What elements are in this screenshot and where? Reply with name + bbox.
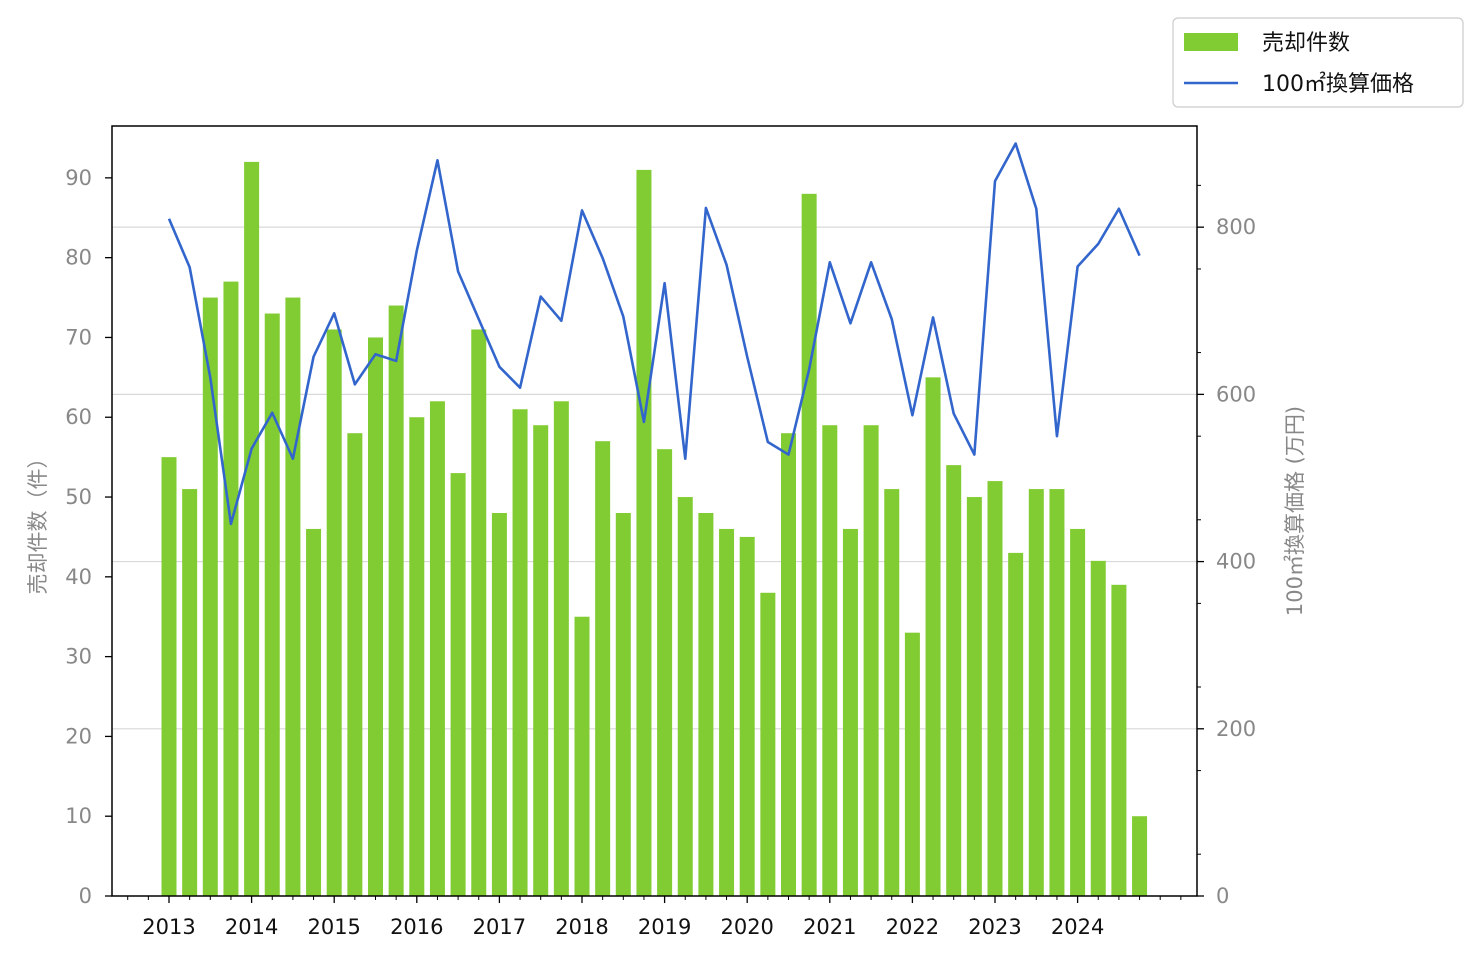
bar [347, 433, 363, 896]
bar [987, 481, 1003, 896]
bar [801, 193, 817, 896]
left-axis-title: 売却件数（件） [26, 448, 50, 595]
left-tick-label: 50 [65, 485, 92, 509]
bar [450, 473, 466, 896]
bar [595, 441, 611, 896]
bar [244, 161, 260, 896]
bar [925, 377, 941, 896]
legend-bar-swatch [1184, 33, 1238, 51]
bar [1132, 816, 1148, 896]
bar [677, 497, 693, 896]
bar [409, 417, 425, 896]
left-tick-label: 40 [65, 565, 92, 589]
axes: 0 10 20 30 40 50 60 70 80 90 0 200 400 600 800 2013 2014… [65, 166, 1256, 939]
bar [388, 305, 404, 896]
x-tick-label: 2017 [473, 915, 526, 939]
x-tick-label: 2023 [968, 915, 1021, 939]
right-tick-label: 400 [1216, 550, 1256, 574]
bar [223, 281, 239, 897]
bar [368, 337, 383, 896]
x-tick-label: 2024 [1051, 915, 1104, 939]
bar [636, 169, 652, 897]
line-series [167, 142, 1141, 526]
legend-line-label: 100㎡換算価格 [1262, 71, 1414, 97]
bar [285, 297, 301, 896]
x-tick-label: 2015 [307, 915, 360, 939]
bar [553, 401, 569, 896]
bar [822, 425, 838, 896]
right-tick-label: 0 [1216, 884, 1229, 908]
bar [182, 489, 198, 896]
left-tick-label: 60 [65, 405, 92, 429]
bar [161, 457, 177, 896]
left-tick-label: 10 [65, 804, 92, 828]
price-line [167, 142, 1141, 526]
bar [1090, 560, 1106, 896]
plot-frame [111, 125, 1198, 897]
left-tick-label: 70 [65, 325, 92, 349]
left-tick-label: 20 [65, 724, 92, 748]
bar [326, 329, 342, 896]
right-axis-title: 100㎡換算価格 (万円) [1283, 406, 1307, 616]
bar-series [161, 161, 1148, 897]
right-tick-label: 600 [1216, 382, 1256, 406]
bar [904, 632, 920, 896]
bar [202, 297, 218, 896]
bar [781, 433, 796, 896]
left-tick-label: 0 [79, 884, 92, 908]
bar [719, 528, 735, 896]
bar [264, 313, 280, 896]
bar [1111, 584, 1127, 896]
bar [1028, 489, 1044, 896]
bar [946, 465, 962, 896]
x-tick-label: 2018 [555, 915, 608, 939]
bar [306, 528, 322, 896]
x-tick-label: 2014 [225, 915, 278, 939]
bar [739, 536, 755, 896]
bar [512, 409, 528, 896]
bar [615, 512, 631, 896]
bar [1008, 552, 1024, 896]
right-tick-label: 800 [1216, 215, 1256, 239]
left-tick-label: 90 [65, 166, 92, 190]
x-tick-label: 2013 [142, 915, 195, 939]
bar [698, 512, 714, 896]
bar [884, 489, 900, 896]
bar [760, 592, 776, 896]
legend-bar-label: 売却件数 [1262, 31, 1350, 56]
bar [533, 425, 549, 896]
bar [491, 512, 507, 896]
left-tick-label: 30 [65, 645, 92, 669]
bar [1049, 489, 1065, 896]
x-tick-label: 2016 [390, 915, 443, 939]
legend-box [1172, 17, 1464, 108]
bar [1070, 528, 1086, 896]
bar [966, 497, 982, 896]
bar [574, 616, 590, 896]
bar [471, 329, 487, 896]
bar [842, 528, 858, 896]
legend: 売却件数 100㎡換算価格 [1172, 17, 1464, 108]
x-tick-label: 2022 [886, 915, 939, 939]
bar [429, 401, 445, 896]
right-tick-label: 200 [1216, 717, 1256, 741]
left-tick-label: 80 [65, 246, 92, 270]
x-tick-label: 2019 [638, 915, 691, 939]
x-tick-label: 2021 [803, 915, 856, 939]
x-tick-label: 2020 [720, 915, 773, 939]
bar [657, 449, 673, 896]
bar [863, 425, 879, 896]
